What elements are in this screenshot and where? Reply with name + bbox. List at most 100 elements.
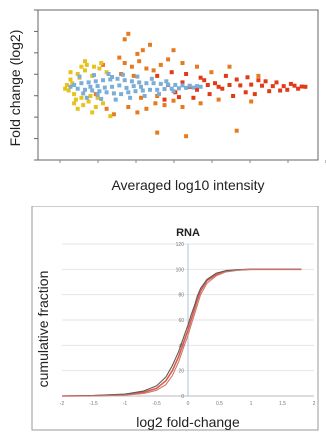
ma-point (155, 87, 160, 92)
cdf-x-tick-label: 1.5 (279, 401, 286, 407)
ma-point (278, 88, 283, 93)
ma-point (260, 83, 264, 88)
ma-point (137, 59, 142, 64)
cdf-x-tick-label: 0.5 (216, 401, 223, 407)
ma-point (267, 89, 272, 94)
ma-point (111, 91, 116, 96)
ma-point (88, 94, 93, 98)
ma-point (126, 105, 131, 109)
ma-point (133, 89, 138, 94)
ma-point (90, 88, 95, 93)
ma-point (162, 103, 167, 108)
ma-point (227, 83, 232, 87)
ma-point (88, 84, 93, 89)
ma-point (97, 89, 102, 94)
ma-point (180, 105, 185, 109)
ma-point (79, 81, 84, 86)
cdf-x-tick-label: -1 (123, 401, 128, 407)
ma-point (149, 76, 154, 81)
ma-point (155, 73, 160, 78)
ma-point (64, 83, 69, 87)
ma-xlabel: Averaged log10 intensity (111, 177, 264, 193)
ma-point (97, 66, 102, 71)
cdf-x-tick-label: -2 (60, 401, 65, 407)
ma-point (169, 70, 174, 75)
ma-point (299, 84, 304, 89)
cdf-series-line (61, 268, 302, 397)
ma-point (166, 57, 171, 62)
ma-point (296, 86, 301, 91)
ma-point (227, 64, 232, 69)
ma-point (187, 83, 192, 88)
ma-point (140, 48, 145, 53)
ma-point (106, 72, 111, 76)
cdf-y-tick-label: 20 (178, 369, 184, 375)
cdf-x-tick-label: 1 (250, 401, 253, 407)
ma-point (191, 95, 196, 100)
ma-point (75, 106, 80, 111)
ma-point (256, 78, 261, 83)
ma-point (216, 97, 221, 102)
ma-point (180, 80, 185, 85)
ma-point (144, 66, 149, 71)
ma-point (249, 82, 254, 87)
ma-point (176, 95, 181, 100)
ma-point (68, 70, 73, 75)
ma-point (184, 72, 189, 76)
cdf-y-tick-label: 0 (181, 394, 184, 400)
ma-point (231, 94, 236, 98)
ma-point (209, 70, 214, 75)
ma-point (155, 130, 160, 135)
ma-ylabel: Fold change (log2) (7, 30, 23, 147)
ma-point (110, 84, 115, 89)
ma-point (184, 85, 189, 90)
ma-point (86, 80, 91, 85)
cdf-y-tick-label: 120 (176, 242, 185, 248)
ma-point (84, 62, 89, 67)
ma-point (281, 84, 286, 89)
ma-point (129, 64, 134, 69)
cdf-y-tick-label: 40 (178, 343, 184, 349)
ma-point (148, 87, 152, 92)
ma-point (162, 97, 167, 102)
ma-point (195, 84, 199, 89)
ma-point (184, 134, 189, 139)
ma-point (195, 64, 199, 69)
ma-point (73, 97, 78, 102)
ma-point (195, 87, 199, 92)
cdf-y-tick-label: 80 (178, 293, 184, 299)
ma-point (171, 89, 176, 94)
cdf-ylabel: cumulative fraction (35, 271, 51, 388)
ma-point (126, 31, 131, 36)
ma-point (151, 68, 156, 73)
ma-point (180, 61, 185, 65)
ma-point (148, 42, 152, 47)
ma-point (171, 48, 176, 53)
ma-point (191, 85, 196, 90)
ma-point (72, 101, 77, 106)
ma-point (93, 79, 98, 84)
ma-point (139, 95, 143, 100)
cdf-x-tick-label: -1.5 (89, 401, 98, 407)
ma-point (122, 37, 127, 42)
ma-point (122, 78, 127, 83)
ma-point (176, 86, 181, 91)
ma-point (207, 92, 212, 97)
ma-point (270, 84, 275, 89)
ma-point (198, 101, 203, 106)
ma-point (288, 81, 293, 86)
ma-point (83, 59, 87, 64)
cdf-panel-border (31, 206, 319, 431)
ma-point (166, 82, 171, 87)
ma-point (115, 76, 120, 81)
ma-point (104, 106, 109, 111)
ma-point (216, 84, 221, 89)
ma-point (95, 92, 100, 97)
ma-point (120, 72, 125, 77)
cdf-series-line (61, 268, 302, 397)
ma-point (124, 85, 129, 90)
ma-point (234, 77, 239, 82)
ma-point (151, 81, 156, 86)
ma-point (162, 87, 167, 91)
ma-point (249, 99, 254, 104)
